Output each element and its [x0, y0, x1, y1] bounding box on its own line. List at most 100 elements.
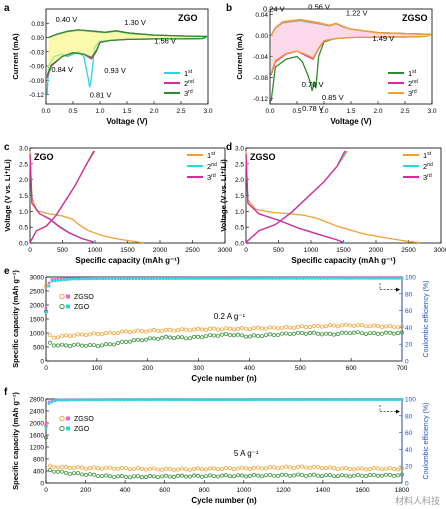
ce-point-e [95, 277, 99, 280]
capacity-point-e [388, 330, 392, 335]
ce-point-e [71, 277, 75, 281]
x-tick-label-a: 1.5 [122, 108, 131, 115]
capacity-point-f [308, 465, 312, 470]
capacity-point-f [140, 466, 144, 471]
ce-point-f [95, 398, 99, 402]
ce-point-f [65, 398, 69, 402]
ce-point-f [191, 398, 194, 401]
capacity-point-f [52, 464, 56, 469]
y2-tick-label-e: 20 [405, 342, 413, 349]
ce-point-f [272, 398, 275, 401]
ce-point-e [158, 277, 161, 280]
capacity-point-e [116, 341, 120, 345]
ce-point-e [251, 277, 254, 280]
capacity-point-f [60, 469, 64, 474]
ce-point-f [227, 398, 230, 401]
ce-point-f [349, 398, 353, 401]
ce-point-e [352, 277, 356, 280]
ce-point-f [233, 398, 236, 401]
y-tick-label-a: -0.03 [29, 49, 44, 56]
capacity-point-e [380, 331, 384, 336]
ce-point-f [287, 398, 290, 401]
capacity-point-f [260, 474, 264, 479]
capacity-point-e [72, 342, 76, 347]
ce-point-f [364, 398, 368, 401]
capacity-point-e [336, 324, 340, 329]
ce-point-f [50, 400, 54, 404]
ce-point-e [310, 277, 314, 280]
capacity-point-e [148, 328, 152, 333]
capacity-point-e [180, 335, 184, 340]
capacity-point-f [148, 474, 152, 478]
x-tick-label-d: 3000 [434, 247, 446, 254]
legend-label-f: ZGO [74, 426, 90, 433]
ce-point-f [388, 398, 392, 401]
rate-annotation-f: 5 A g⁻¹ [234, 449, 259, 458]
capacity-point-f [340, 473, 344, 478]
ce-point-f [212, 398, 215, 401]
ce-point-e [334, 277, 338, 280]
capacity-point-e [72, 333, 76, 338]
capacity-point-f [120, 474, 124, 478]
y-tick-label-d: 1.5 [235, 193, 244, 200]
capacity-point-e [88, 342, 92, 347]
peak-annotation-b: 1.49 V [372, 34, 394, 43]
ce-point-e [164, 277, 167, 280]
y2-axis-label-e: Coulombic efficiency (%) [423, 281, 430, 358]
ce-point-f [343, 398, 347, 401]
panel-title-c: ZGO [34, 152, 54, 162]
ce-point-e [239, 277, 242, 280]
capacity-point-e [256, 333, 260, 338]
capacity-point-f [224, 473, 228, 478]
ce-point-e [322, 277, 326, 280]
capacity-point-f [88, 472, 92, 477]
capacity-point-f [184, 474, 188, 479]
ce-point-e [269, 277, 272, 280]
capacity-point-f [152, 466, 156, 471]
x-axis-label-d: Specific capacity (mAh g⁻¹) [291, 256, 396, 265]
capacity-point-f [116, 466, 120, 471]
capacity-point-e [140, 338, 144, 343]
capacity-point-f [172, 474, 176, 479]
x-tick-label-a: 1.0 [95, 108, 104, 115]
capacity-point-e [364, 324, 368, 329]
capacity-point-e [260, 326, 264, 331]
capacity-point-e [284, 324, 288, 329]
y-axis-label-c: Voltage (V vs. Li⁺/Li) [3, 159, 12, 232]
panel-title-a: ZGO [178, 13, 198, 23]
y2-tick-label-f: 0 [405, 481, 409, 488]
capacity-point-f [212, 474, 216, 478]
ce-point-e [373, 277, 377, 280]
ce-point-f [298, 398, 302, 401]
panel-label-b: b [226, 3, 232, 14]
capacity-point-f [368, 467, 372, 472]
panel-label-d: d [226, 142, 232, 153]
capacity-point-f [100, 466, 104, 471]
y-tick-label-c: 0.5 [19, 225, 28, 232]
ce-point-e [287, 277, 290, 280]
ce-point-f [92, 398, 96, 402]
capacity-point-e [296, 330, 300, 335]
ce-point-e [260, 277, 263, 280]
ce-point-e [212, 277, 215, 280]
ce-point-f [119, 398, 123, 402]
legend-label-b: 2nd [408, 79, 418, 88]
capacity-point-e [372, 330, 376, 335]
capacity-point-e [324, 331, 328, 336]
ce-point-f [319, 398, 323, 401]
x-tick-label-e: 200 [142, 365, 153, 372]
capacity-point-e [56, 335, 60, 340]
capacity-point-f [120, 466, 124, 470]
capacity-point-e [380, 325, 384, 329]
legend-label-c: 2nd [207, 162, 217, 171]
capacity-point-e [60, 342, 64, 347]
ce-point-e [101, 277, 105, 280]
legend-label-b: 1st [408, 69, 417, 78]
capacity-point-e [268, 332, 272, 337]
capacity-point-e [264, 333, 268, 338]
capacity-point-e [312, 330, 316, 335]
capacity-point-f [388, 466, 392, 471]
ce-point-f [379, 398, 383, 401]
capacity-point-f [192, 467, 196, 471]
capacity-point-e [204, 334, 208, 339]
